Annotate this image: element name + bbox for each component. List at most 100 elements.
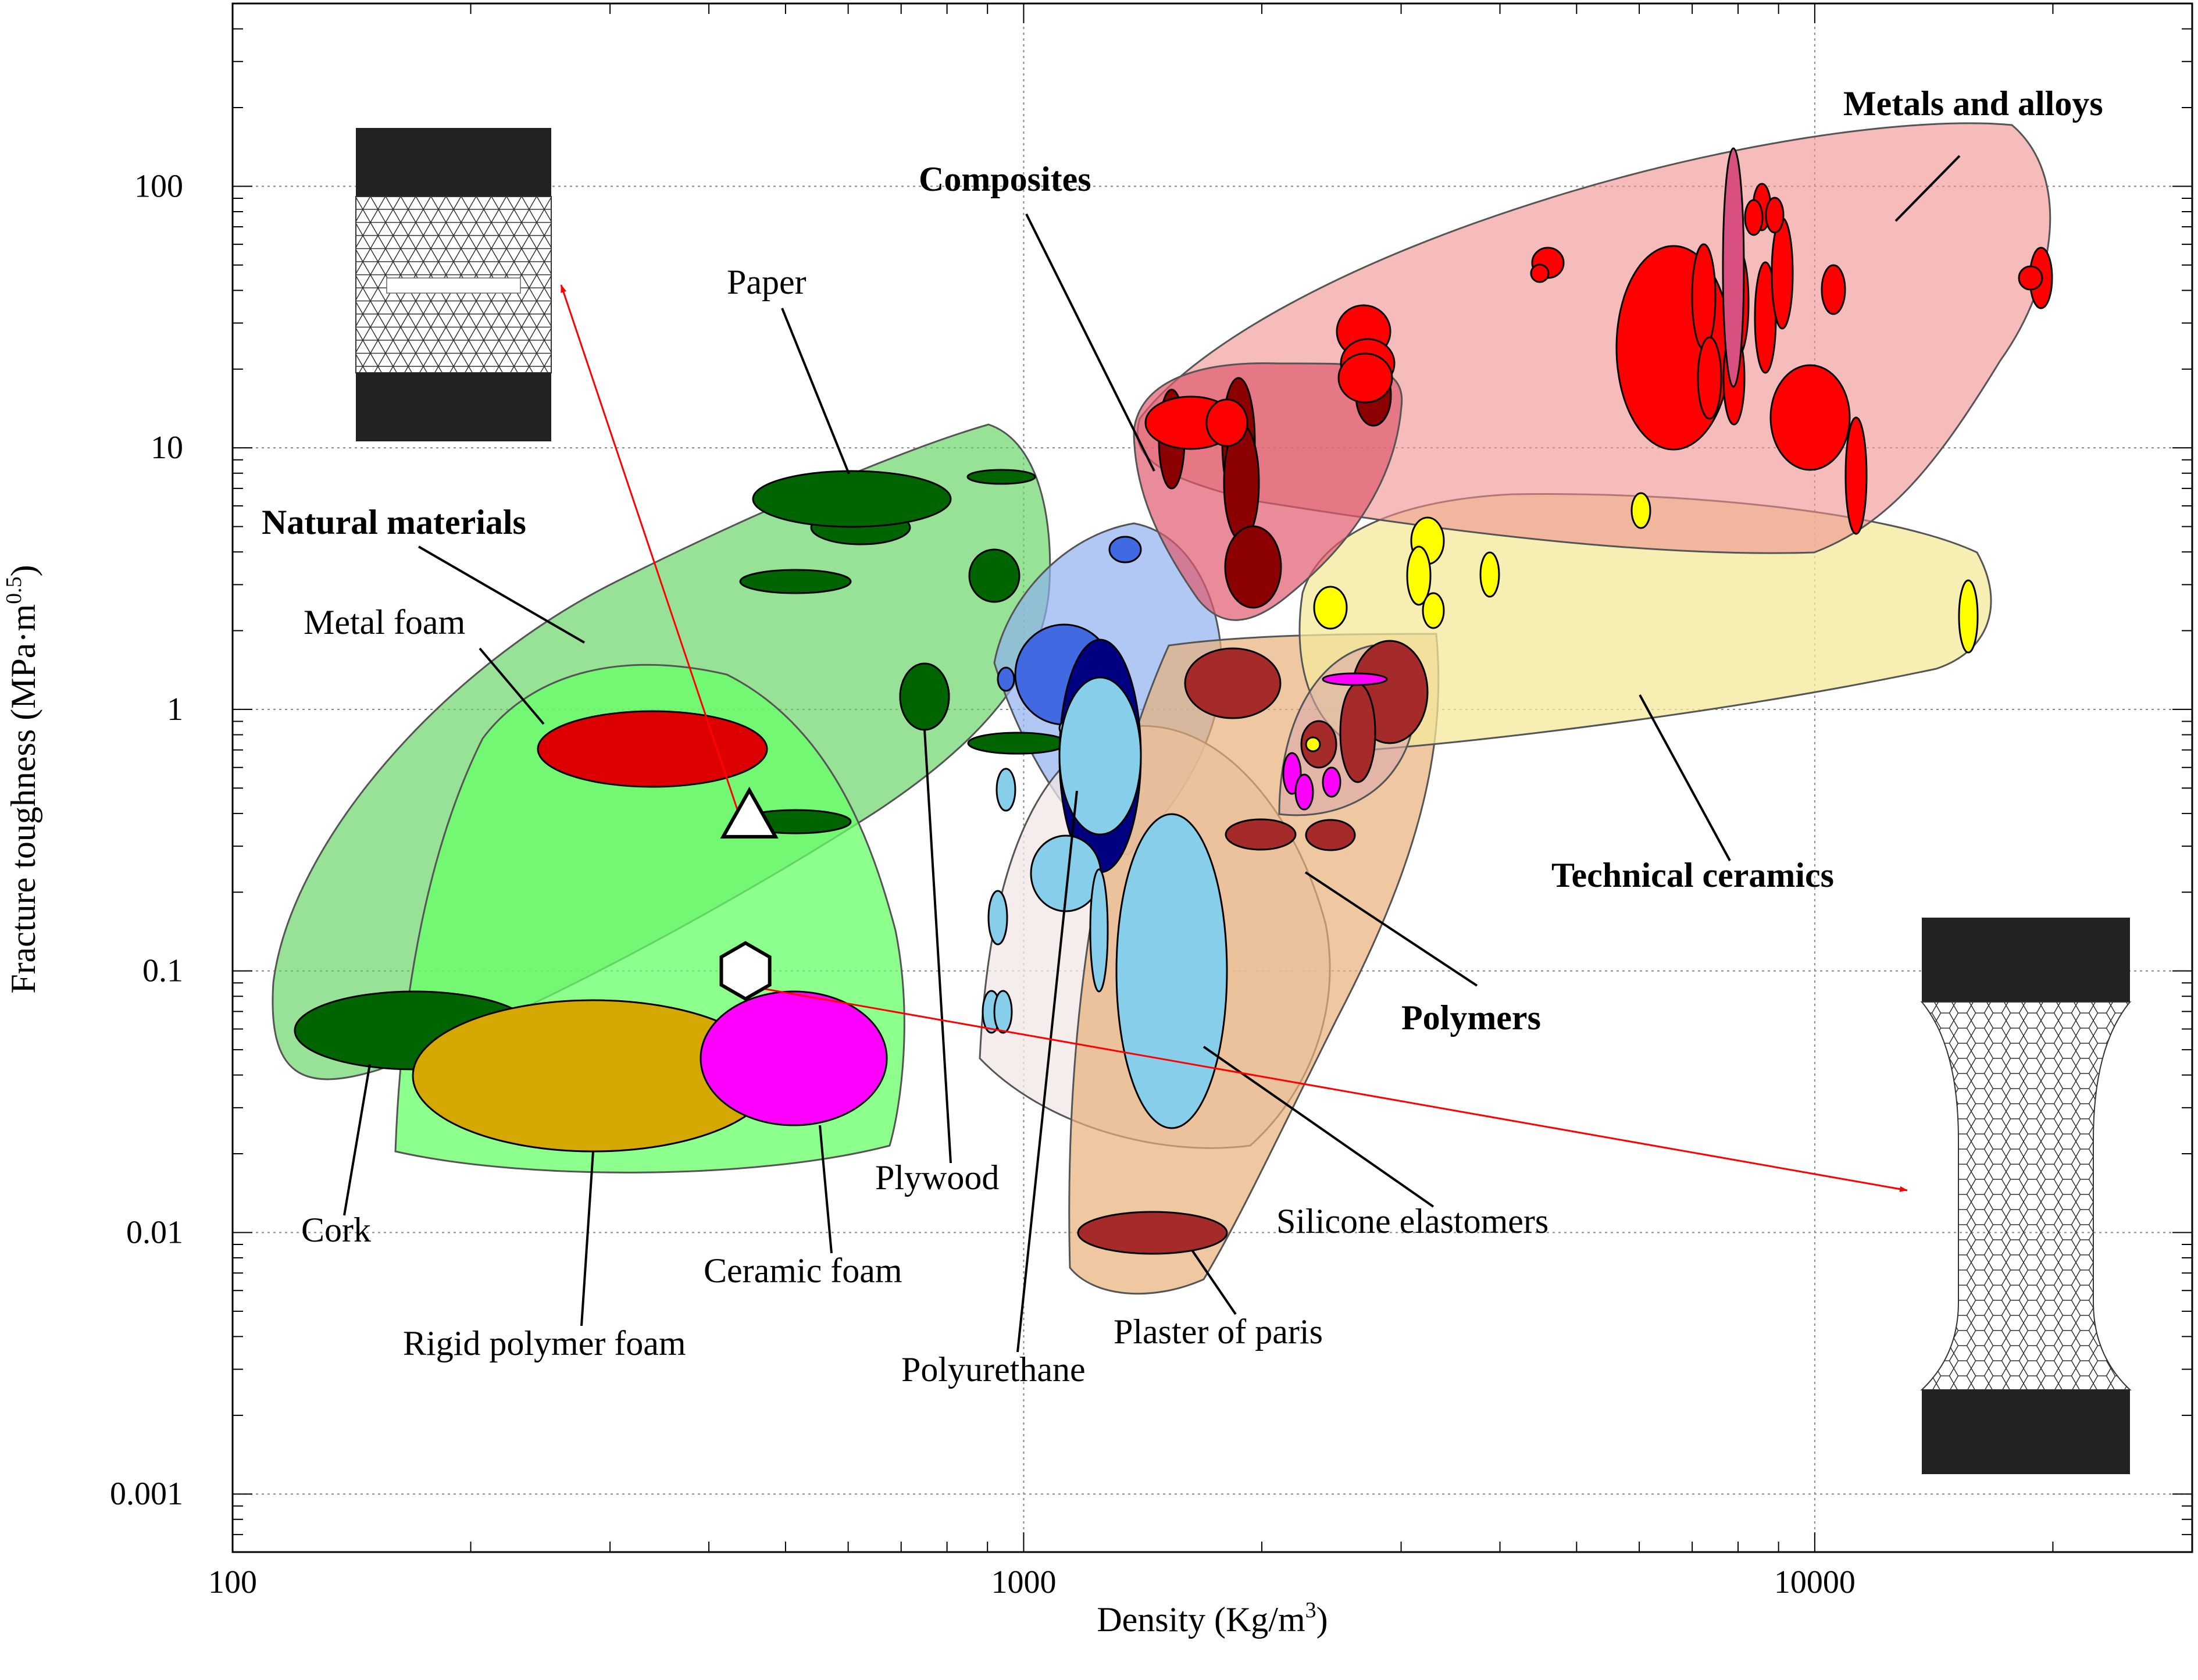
material-bubble [1769, 364, 1851, 471]
special-points [719, 786, 779, 1001]
leader-ceramic-foam [819, 1125, 833, 1254]
material-bubble-ceramic-foam [700, 990, 888, 1126]
label-metal-foam: Metal foam [304, 603, 465, 641]
material-bubble [1844, 416, 1868, 535]
material-bubble-polyurethane [1058, 676, 1142, 836]
material-bubble [1089, 868, 1109, 993]
leader-paper [781, 308, 850, 475]
x-tick-label: 1000 [991, 1564, 1056, 1600]
material-bubble-silicone-elastomers [1115, 813, 1228, 1129]
material-bubble [966, 469, 1036, 485]
leader-composites [1025, 213, 1155, 472]
material-bubble [968, 548, 1020, 603]
arrow-to-triangle-specimen [560, 284, 743, 822]
leader-rigid-polymer-foam [580, 1151, 594, 1326]
material-bubble [1225, 818, 1297, 851]
material-bubble [1108, 536, 1142, 563]
label-cork: Cork [301, 1211, 371, 1249]
material-bubble [1821, 264, 1846, 315]
y-tick-label: 0.1 [142, 953, 183, 989]
material-bubble [1479, 551, 1500, 598]
leader-polymers [1304, 871, 1478, 987]
material-bubble [1630, 492, 1651, 529]
leader-metals [1894, 155, 1961, 222]
x-axis-title-sup: 3 [1305, 1598, 1316, 1622]
lattice-crack [386, 277, 521, 294]
y-tick-label: 10 [151, 430, 183, 466]
label-plywood: Plywood [875, 1158, 999, 1197]
y-tick-label: 0.01 [126, 1214, 183, 1250]
leader-lines [343, 155, 1961, 1353]
material-bubble [1697, 336, 1722, 420]
leader-cork [343, 1064, 371, 1216]
y-axis-title-close: ) [4, 565, 42, 576]
x-tick-label: 100 [208, 1564, 257, 1600]
y-axis-title-text: Fracture toughness (MPa·m [4, 604, 42, 994]
label-silicone-elastomers: Silicone elastomers [1276, 1202, 1548, 1240]
material-bubble [993, 990, 1013, 1034]
material-bubble [1294, 773, 1314, 811]
label-plaster-of-paris: Plaster of paris [1114, 1312, 1323, 1351]
arrow-to-hexagon-specimen [739, 983, 1908, 1192]
material-bubble [1722, 147, 1745, 388]
material-bubble-paper [752, 470, 952, 528]
material-bubble [1305, 736, 1321, 752]
label-polymers: Polymers [1401, 998, 1541, 1037]
material-bubble [1322, 672, 1388, 686]
specimen-bottom-grip [1922, 1390, 2130, 1474]
leader-technical-ceramics [1639, 694, 1731, 861]
x-axis-title-close: ) [1316, 1600, 1328, 1639]
plot-frame [231, 2, 2193, 1553]
material-bubble [1422, 592, 1445, 629]
material-bubble [1958, 579, 1979, 654]
material-bubble [1337, 352, 1393, 404]
label-polyurethane: Polyurethane [901, 1350, 1086, 1389]
material-bubble [1184, 647, 1282, 719]
material-bubble [1322, 766, 1341, 798]
leader-plywood [923, 729, 952, 1164]
triangle-lattice-point [720, 786, 779, 839]
material-bubble [1339, 682, 1376, 783]
label-natural-materials: Natural materials [262, 503, 526, 541]
label-metals-and-alloys: Metals and alloys [1843, 84, 2103, 123]
label-technical-ceramics: Technical ceramics [1551, 856, 1834, 894]
material-bubble-plywood [899, 662, 950, 731]
material-bubble [967, 732, 1068, 755]
hexagon-lattice-point [719, 941, 772, 1001]
material-bubble [1771, 217, 1794, 330]
x-axis-title-text: Density (Kg/m [1097, 1600, 1305, 1639]
label-composites: Composites [919, 160, 1091, 198]
material-bubble [1224, 525, 1282, 609]
y-axis-title: Fracture toughness (MPa·m0.5) [2, 565, 42, 993]
specimen-top-grip [356, 128, 551, 197]
label-rigid-polymer-foam: Rigid polymer foam [403, 1324, 686, 1362]
material-bubble [2018, 265, 2043, 291]
material-bubble [997, 666, 1015, 692]
label-paper: Paper [727, 263, 807, 301]
label-ceramic-foam: Ceramic foam [704, 1251, 902, 1290]
material-bubble [1691, 243, 1717, 350]
material-bubble [1765, 197, 1785, 234]
material-bubbles [294, 147, 2053, 1255]
hexagon-lattice-specimen [1920, 918, 2132, 1474]
leader-plaster-of-paris [1191, 1249, 1237, 1315]
x-axis-title: Density (Kg/m3) [1097, 1598, 1328, 1639]
material-bubble [987, 890, 1008, 946]
y-axis-title-sup: 0.5 [2, 576, 26, 604]
x-tick-label: 10000 [1774, 1564, 1856, 1600]
material-bubble [739, 569, 852, 594]
y-tick-label: 100 [134, 168, 183, 204]
leader-natural-materials [418, 545, 586, 644]
material-bubble [1406, 545, 1432, 606]
material-bubble [995, 768, 1016, 812]
specimen-top-grip [1922, 918, 2130, 1002]
specimen-bottom-grip [356, 373, 551, 441]
leader-metal-foam [479, 647, 545, 725]
material-bubble [1205, 398, 1248, 447]
material-bubble-metal-foam [537, 710, 768, 788]
hexagon-lattice-body [1920, 1001, 2132, 1390]
material-bubble [1305, 819, 1356, 851]
material-bubble-plaster-of-paris [1077, 1211, 1228, 1255]
material-bubble [1744, 199, 1764, 236]
